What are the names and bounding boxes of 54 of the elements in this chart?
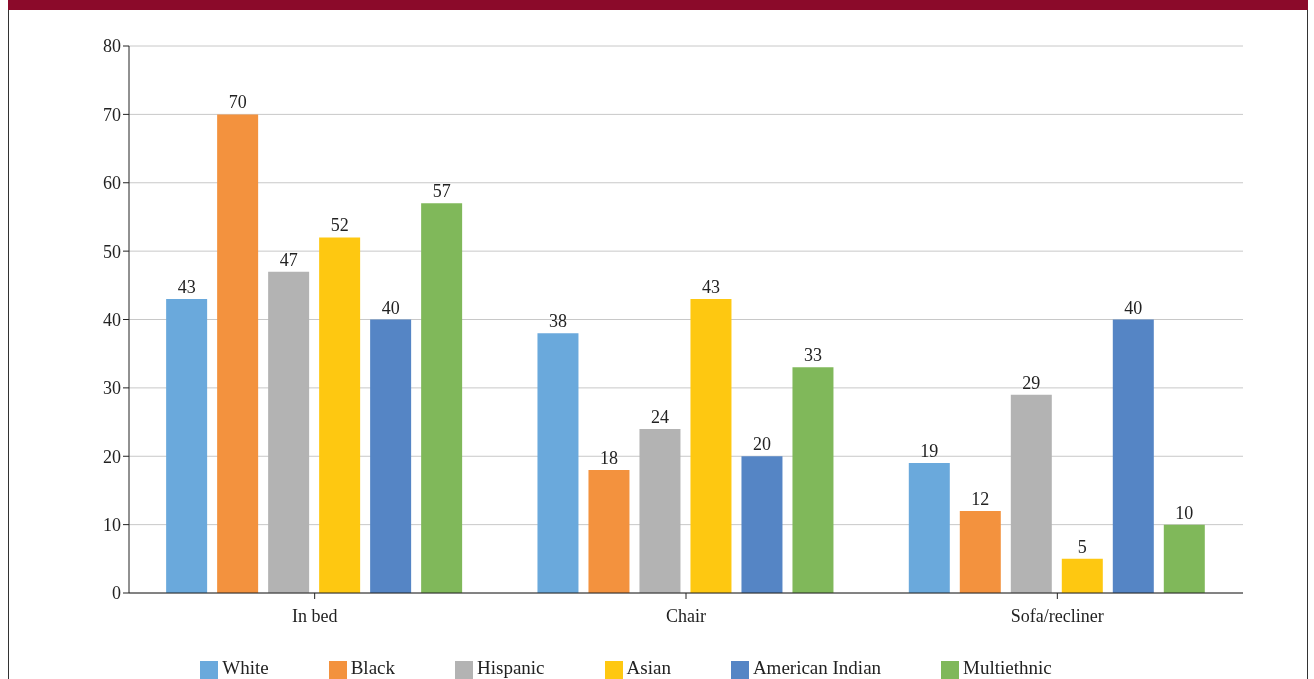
- bar: [421, 203, 463, 593]
- bar: [319, 237, 361, 593]
- data-label: 47: [279, 249, 298, 270]
- bar: [1163, 524, 1205, 593]
- data-label: 40: [381, 297, 400, 318]
- bar: [792, 367, 834, 593]
- y-tick-label: 0: [112, 583, 121, 604]
- y-tick-label: 40: [103, 309, 121, 330]
- bar: [370, 319, 412, 593]
- data-label: 33: [803, 345, 822, 366]
- legend-label: Asian: [626, 657, 671, 678]
- bar: [690, 298, 732, 593]
- y-tick-label: 60: [103, 173, 121, 194]
- bar: [908, 463, 950, 593]
- y-tick-label: 10: [103, 515, 121, 536]
- legend-label: American Indian: [752, 657, 882, 678]
- bar: [537, 333, 579, 593]
- bar: [588, 469, 630, 593]
- legend-label: Hispanic: [477, 657, 545, 678]
- bar: [639, 428, 681, 593]
- bar: [166, 298, 208, 593]
- data-label: 12: [971, 488, 990, 509]
- bar: [741, 456, 783, 593]
- data-label: 19: [920, 441, 939, 462]
- data-label: 10: [1175, 502, 1194, 523]
- legend-label: White: [222, 657, 269, 678]
- y-tick-label: 30: [103, 378, 121, 399]
- y-tick-label: 20: [103, 446, 121, 467]
- bar: [217, 114, 259, 593]
- bar: [268, 271, 310, 593]
- y-tick-label: 70: [103, 104, 121, 125]
- x-tick-label: Chair: [666, 605, 706, 626]
- data-label: 43: [701, 276, 720, 297]
- bar: [1010, 394, 1052, 593]
- bar: [1061, 558, 1103, 593]
- data-label: 70: [228, 92, 247, 113]
- x-tick-label: Sofa/recliner: [1010, 605, 1104, 626]
- data-label: 57: [432, 181, 451, 202]
- data-label: 29: [1022, 372, 1041, 393]
- bar: [959, 510, 1001, 593]
- legend-label: Black: [350, 657, 396, 678]
- y-tick-label: 50: [103, 241, 121, 262]
- legend-label: Multiethnic: [963, 657, 1052, 678]
- data-label: 24: [650, 406, 669, 427]
- data-label: 5: [1077, 536, 1087, 557]
- data-label: 40: [1124, 297, 1143, 318]
- data-label: 52: [330, 215, 349, 236]
- data-label: 20: [752, 434, 771, 455]
- data-label: 38: [548, 311, 567, 332]
- x-tick-label: In bed: [291, 605, 338, 626]
- y-tick-label: 80: [103, 36, 121, 57]
- bar: [1112, 319, 1154, 593]
- data-label: 18: [599, 447, 618, 468]
- data-label: 43: [177, 276, 196, 297]
